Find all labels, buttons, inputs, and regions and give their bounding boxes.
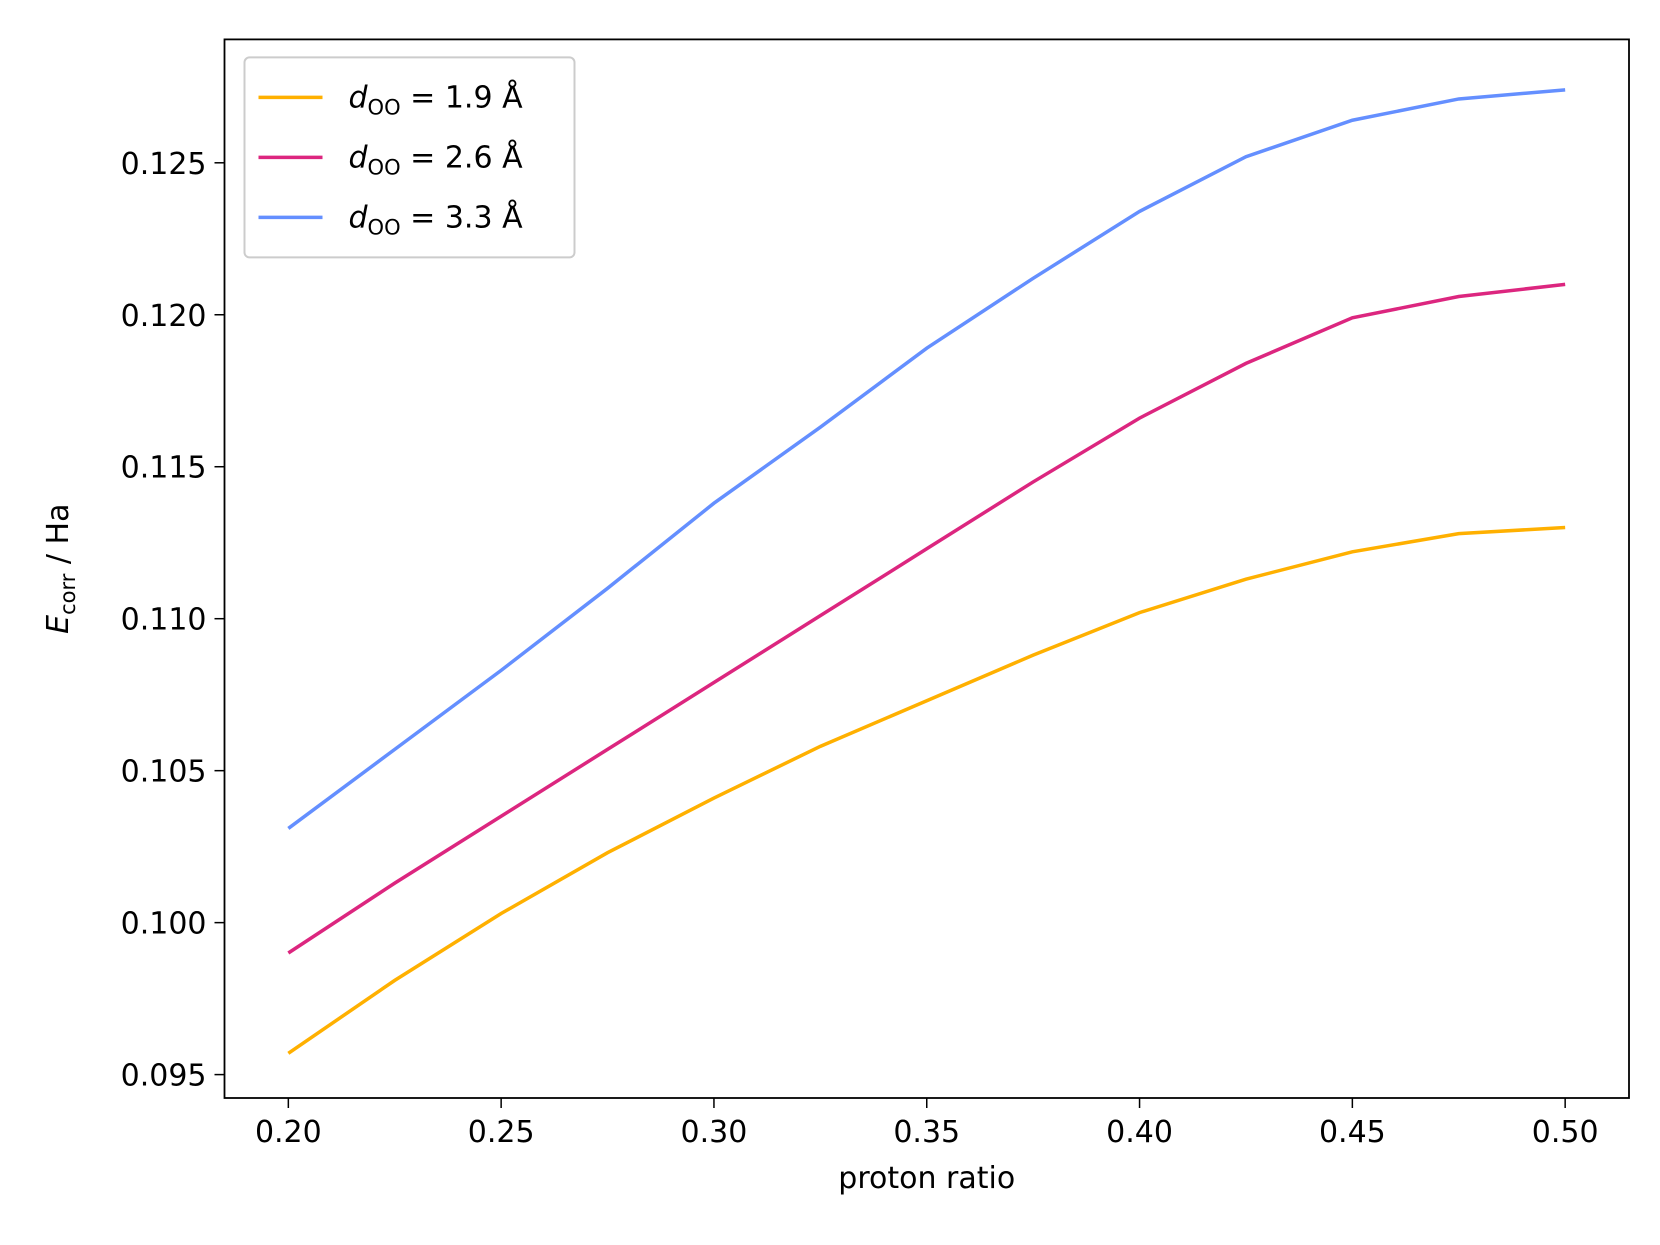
legend-label: dOO = 3.3 Å bbox=[349, 199, 524, 239]
plot-frame bbox=[223, 38, 1630, 1099]
y-tick-label: 0.105 bbox=[121, 755, 207, 790]
y-axis-label: Ecorr / Ha bbox=[41, 504, 80, 634]
y-tick-label: 0.110 bbox=[121, 603, 207, 638]
x-tick-label: 0.20 bbox=[255, 1115, 322, 1150]
legend-label: dOO = 2.6 Å bbox=[349, 139, 524, 179]
y-tick-label: 0.095 bbox=[121, 1059, 207, 1094]
x-axis-label: proton ratio bbox=[838, 1161, 1015, 1196]
x-tick-label: 0.35 bbox=[893, 1115, 960, 1150]
legend-box bbox=[243, 56, 576, 259]
series-line bbox=[287, 282, 1566, 955]
y-tick-label: 0.125 bbox=[121, 147, 207, 182]
x-tick-label: 0.40 bbox=[1106, 1115, 1173, 1150]
series-line bbox=[287, 88, 1566, 830]
y-tick-label: 0.100 bbox=[121, 907, 207, 942]
legend-label: dOO = 1.9 Å bbox=[349, 79, 524, 119]
x-tick-label: 0.25 bbox=[468, 1115, 535, 1150]
y-tick-label: 0.120 bbox=[121, 299, 207, 334]
y-tick-label: 0.115 bbox=[121, 451, 207, 486]
series-line bbox=[287, 525, 1566, 1055]
x-tick-label: 0.30 bbox=[681, 1115, 748, 1150]
x-tick-label: 0.45 bbox=[1319, 1115, 1386, 1150]
x-tick-label: 0.50 bbox=[1532, 1115, 1599, 1150]
